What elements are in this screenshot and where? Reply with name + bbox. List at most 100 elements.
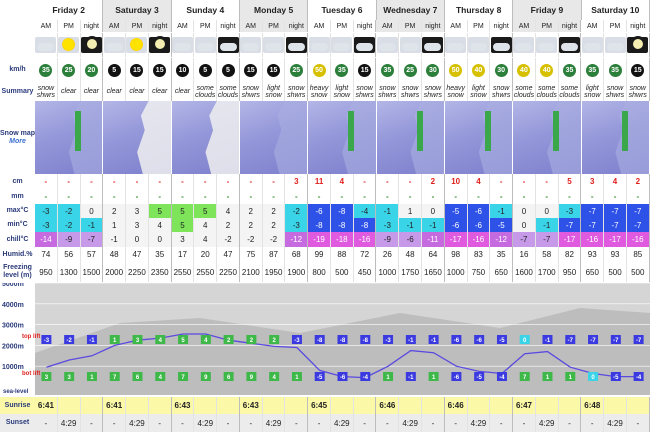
weather-cell[interactable] bbox=[422, 33, 445, 57]
top-lift-temp-value: -8 bbox=[363, 338, 369, 344]
tchill-cell: -12 bbox=[285, 232, 309, 247]
sunrise-cell: 6:45 bbox=[308, 397, 331, 414]
weather-cell[interactable] bbox=[308, 33, 331, 57]
snow-map-thumbnail[interactable] bbox=[103, 101, 172, 174]
wind-cell: 35 bbox=[581, 58, 605, 82]
weather-cell[interactable] bbox=[240, 33, 263, 57]
day-header[interactable]: Saturday 3 bbox=[103, 0, 172, 20]
snow-map-thumbnail[interactable] bbox=[581, 101, 650, 174]
rain-cell: - bbox=[559, 189, 582, 204]
weather-cell[interactable] bbox=[263, 33, 286, 57]
snow-map-thumbnail[interactable] bbox=[444, 101, 514, 174]
weather-cell[interactable] bbox=[217, 33, 240, 57]
top-lift-temp-badge bbox=[223, 335, 234, 344]
snow-cell: 5 bbox=[559, 174, 582, 189]
top-lift-temp-badge bbox=[314, 335, 325, 344]
snow-map-thumbnail[interactable] bbox=[308, 101, 377, 174]
summary-cell: light snow bbox=[263, 82, 286, 101]
sunset-cells: -4:29- -4:29- -4:29- -4:29- -4:29- -4:29- -4:2… bbox=[35, 414, 650, 432]
day-header[interactable]: Monday 5 bbox=[239, 0, 309, 20]
period-label: night bbox=[627, 20, 650, 32]
day-header[interactable]: Sunday 4 bbox=[172, 0, 240, 20]
humid-cell: 56 bbox=[58, 247, 81, 262]
rain-cell: - bbox=[149, 189, 172, 204]
snow-cell: - bbox=[240, 174, 263, 189]
weather-cell[interactable] bbox=[536, 33, 559, 57]
day-header[interactable]: Tuesday 6 bbox=[308, 0, 377, 20]
top-lift-temp-badge bbox=[542, 335, 553, 344]
day-header[interactable]: Friday 9 bbox=[513, 0, 582, 20]
weather-cell[interactable] bbox=[604, 33, 627, 57]
altitude-label: 4000m bbox=[2, 302, 24, 309]
top-lift-temp-value: 1 bbox=[113, 338, 117, 344]
weather-cell[interactable] bbox=[558, 33, 582, 57]
weather-cell[interactable] bbox=[490, 33, 514, 57]
bottom-lift-temp-value: 7 bbox=[181, 375, 185, 381]
weather-cell[interactable] bbox=[194, 33, 218, 57]
day-header[interactable]: Thursday 8 bbox=[445, 0, 514, 20]
bottom-lift-temp-value: 4 bbox=[159, 375, 163, 381]
weather-cell[interactable] bbox=[581, 33, 605, 57]
cloud-icon bbox=[515, 43, 533, 51]
weather-cell[interactable] bbox=[149, 33, 172, 57]
weather-cell[interactable] bbox=[58, 33, 81, 57]
sunset-row: Sunset -4:29- -4:29- -4:29- -4:29- -4:29- -4:2… bbox=[0, 414, 650, 432]
snow-map-thumbnail[interactable] bbox=[171, 101, 240, 174]
tmin-cell: 3 bbox=[126, 218, 149, 232]
weather-cell[interactable] bbox=[627, 33, 650, 57]
wind-speed-badge: 35 bbox=[335, 63, 349, 77]
weather-cell[interactable] bbox=[103, 33, 127, 57]
snow-cell: - bbox=[58, 174, 81, 189]
weather-cell[interactable] bbox=[513, 33, 536, 57]
weather-cell[interactable] bbox=[445, 33, 468, 57]
weather-cell[interactable] bbox=[399, 33, 423, 57]
wind-speed-badge: 30 bbox=[494, 63, 508, 77]
sunset-cell: 4:29 bbox=[194, 414, 218, 432]
bottom-lift-temp-badge bbox=[496, 372, 507, 381]
snowmap-more-link[interactable]: More bbox=[9, 137, 26, 145]
period-label: AM bbox=[35, 20, 58, 32]
top-lift-temp-badge bbox=[155, 335, 166, 344]
snow-map-thumbnail[interactable] bbox=[513, 101, 582, 174]
snow-cell: 10 bbox=[445, 174, 468, 189]
weather-cell[interactable] bbox=[467, 33, 491, 57]
weather-cell[interactable] bbox=[354, 33, 377, 57]
snow-map-thumbnail[interactable] bbox=[239, 101, 309, 174]
top-lift-temp-badge bbox=[633, 335, 644, 344]
bottom-lift-temp-badge bbox=[200, 372, 211, 381]
rain-cell: - bbox=[445, 189, 468, 204]
wind-speed-badge: 5 bbox=[221, 63, 235, 77]
day-header[interactable]: Wednesday 7 bbox=[376, 0, 445, 20]
wind-cell: 35 bbox=[35, 58, 58, 82]
weather-cell[interactable] bbox=[35, 33, 58, 57]
weather-cell[interactable] bbox=[331, 33, 354, 57]
wind-label: km/h bbox=[9, 66, 26, 73]
snow-map-thumbnail[interactable] bbox=[35, 101, 104, 174]
day-header[interactable]: Saturday 10 bbox=[582, 0, 650, 20]
top-lift-temp-value: 5 bbox=[181, 338, 185, 344]
cloud-icon bbox=[265, 43, 283, 51]
weather-cell[interactable] bbox=[285, 33, 309, 57]
weather-cell[interactable] bbox=[376, 33, 400, 57]
sunrise-cell: 6:43 bbox=[240, 397, 263, 414]
tmin-cell: -7 bbox=[604, 218, 627, 232]
top-lift-temp-badge bbox=[474, 335, 485, 344]
humid-cell: 47 bbox=[126, 247, 149, 262]
bottom-lift-temp-badge bbox=[314, 372, 325, 381]
day-header[interactable]: Friday 2 bbox=[35, 0, 104, 20]
weather-cell[interactable] bbox=[126, 33, 149, 57]
tmax-cell: 0 bbox=[535, 204, 559, 218]
altitude-label: 3000m bbox=[2, 323, 24, 330]
weather-cell[interactable] bbox=[171, 33, 195, 57]
tmin-cell: 4 bbox=[148, 218, 172, 232]
summary-cell: snow shwrs bbox=[604, 82, 627, 101]
bottom-lift-temp-value: -6 bbox=[340, 375, 346, 381]
sunset-cell: 4:29 bbox=[536, 414, 559, 432]
weather-cell[interactable] bbox=[80, 33, 104, 57]
sunrise-cell: 6:46 bbox=[445, 397, 468, 414]
snow-cell: 4 bbox=[331, 174, 354, 189]
rain-cell: - bbox=[513, 189, 536, 204]
tchill-cell: -12 bbox=[490, 232, 514, 247]
tmin-cell: 4 bbox=[194, 218, 218, 232]
snow-map-thumbnail[interactable] bbox=[376, 101, 445, 174]
